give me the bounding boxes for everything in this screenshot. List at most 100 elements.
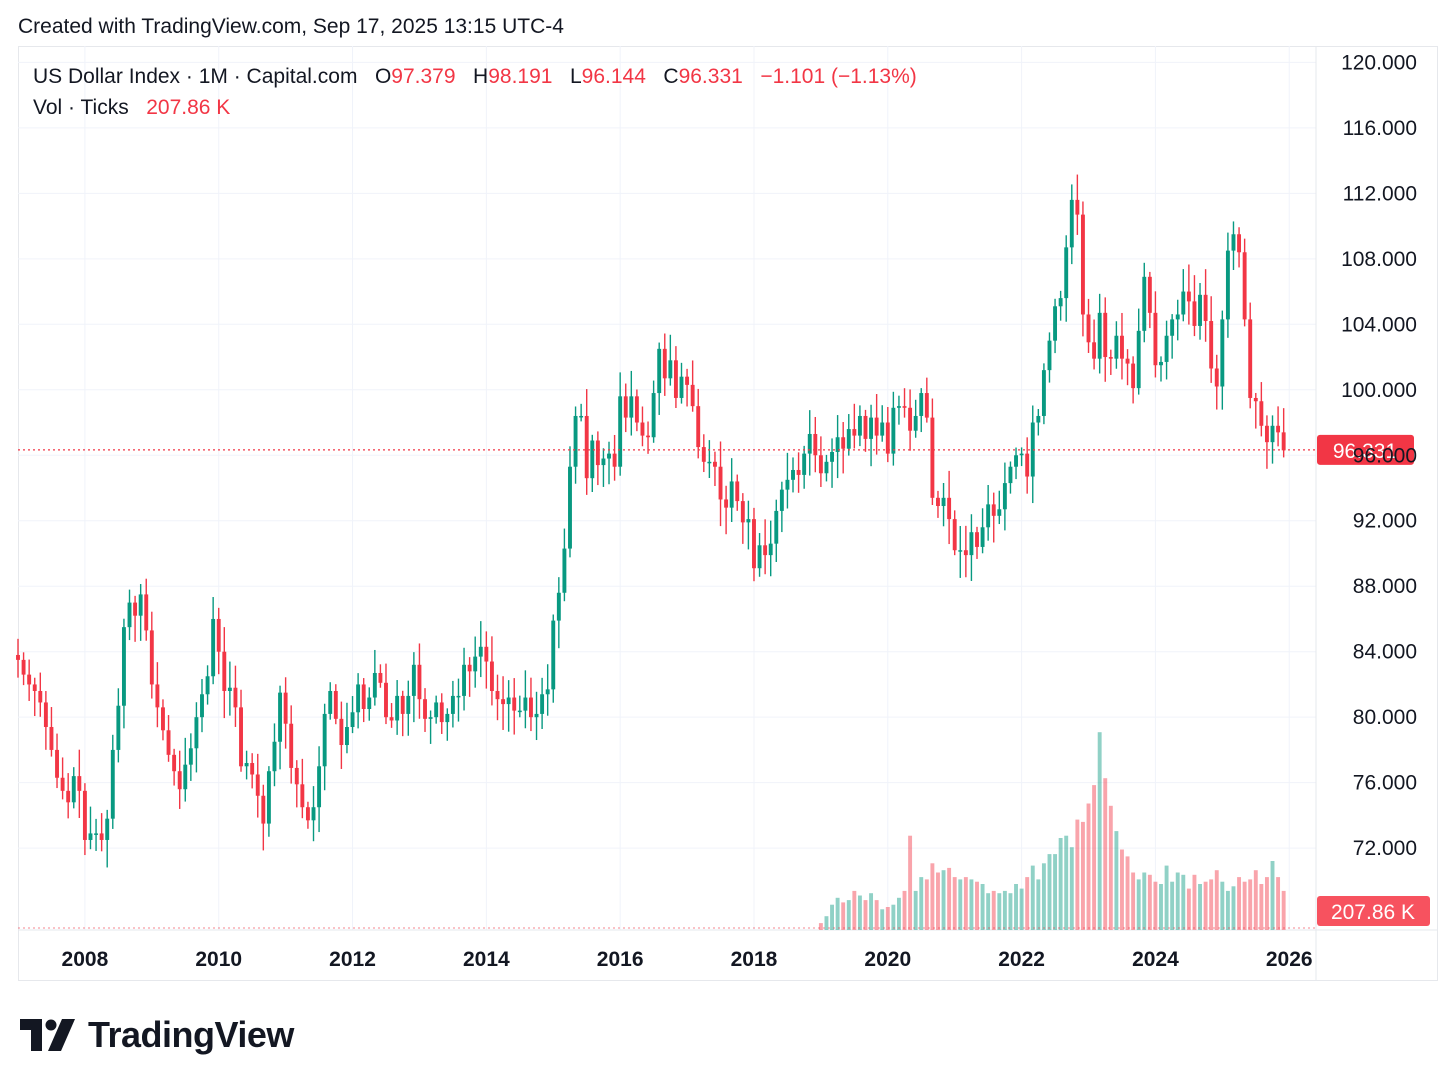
volume-bar xyxy=(818,923,823,930)
candle-body xyxy=(55,749,59,778)
candle-body xyxy=(1019,453,1024,456)
symbol-legend[interactable]: US Dollar Index · 1M · Capital.com O97.3… xyxy=(33,65,917,89)
candle-body xyxy=(1242,252,1247,320)
price-tick-label: 84.000 xyxy=(1353,641,1417,664)
volume-bar xyxy=(936,872,940,930)
tradingview-logo-icon xyxy=(20,1019,75,1051)
volume-bar xyxy=(1248,879,1253,930)
candle-body xyxy=(690,384,695,407)
price-axis[interactable]: 72.000 76.000 80.000 84.000 88.000 92.000 96.0… xyxy=(1341,51,1417,860)
volume-bar xyxy=(1175,872,1180,930)
low-label: L xyxy=(569,65,582,88)
volume-legend[interactable]: Vol · Ticks 207.86 K xyxy=(33,96,230,120)
candle-body xyxy=(1153,312,1158,366)
candle-body xyxy=(729,481,734,508)
volume-bar xyxy=(1131,872,1136,930)
candle-body xyxy=(562,548,567,593)
candle-body xyxy=(272,741,277,772)
candle-body xyxy=(1225,250,1230,320)
price-tick-label: 96.000 xyxy=(1353,444,1417,467)
price-tick-label: 76.000 xyxy=(1353,772,1417,795)
candle-body xyxy=(941,497,946,507)
candle-body xyxy=(1108,357,1113,359)
candle-body xyxy=(1036,415,1041,423)
candle-body xyxy=(835,437,840,452)
volume-bar xyxy=(947,867,952,930)
candle-body xyxy=(651,393,656,438)
volume-bar xyxy=(1181,874,1186,930)
candle-body xyxy=(657,348,662,394)
candle-body xyxy=(629,396,634,418)
tradingview-logo[interactable]: TradingView xyxy=(20,1014,294,1056)
candle-body xyxy=(311,807,316,821)
volume-bar xyxy=(1075,819,1080,930)
candle-body xyxy=(356,684,361,713)
time-tick-label: 2020 xyxy=(864,948,911,971)
volume-bar xyxy=(1220,881,1225,930)
candle-body xyxy=(924,393,929,418)
candle-body xyxy=(211,618,216,677)
candle-body xyxy=(484,646,489,662)
candle-body xyxy=(640,422,645,436)
candle-body xyxy=(701,447,706,462)
candle-body xyxy=(317,766,322,808)
candle-body xyxy=(216,618,221,652)
candle-body xyxy=(975,532,979,547)
volume-bar xyxy=(863,900,868,930)
last-volume-label: 207.86 K xyxy=(1331,901,1415,924)
candle-body xyxy=(1025,453,1030,477)
chart-frame xyxy=(18,46,1438,981)
candle-body xyxy=(685,376,690,385)
candle-body xyxy=(846,429,851,449)
candle-body xyxy=(244,763,249,767)
volume-bar xyxy=(885,907,890,930)
time-tick-label: 2008 xyxy=(62,948,109,971)
candle-body xyxy=(345,727,349,746)
volume-bar xyxy=(1231,886,1236,930)
candle-body xyxy=(947,497,952,520)
last-volume-badge xyxy=(1317,896,1430,926)
time-tick-label: 2026 xyxy=(1266,948,1313,971)
candle-body xyxy=(618,396,623,467)
change-value: −1.101 (−1.13%) xyxy=(760,65,917,88)
volume-bar xyxy=(1030,865,1035,930)
volume-bar xyxy=(824,916,829,930)
candle-body xyxy=(952,519,957,551)
volume-bar xyxy=(1209,879,1214,930)
candle-body xyxy=(1281,432,1286,451)
candle-body xyxy=(908,407,913,431)
tradingview-wordmark: TradingView xyxy=(88,1014,294,1055)
candle-body xyxy=(478,646,483,657)
candle-body xyxy=(646,435,650,438)
time-axis[interactable]: 2008 2010 2012 2014 2016 2018 2020 2022 2024 2026 xyxy=(62,948,1313,971)
price-chart[interactable]: 96.331 207.86 K 72.000 76.000 80.000 84.000 8… xyxy=(0,0,1456,1000)
volume-bar xyxy=(1080,821,1085,930)
candle-body xyxy=(1097,312,1102,359)
candle-body xyxy=(551,620,556,690)
candle-body xyxy=(1175,314,1180,320)
volume-bars xyxy=(818,732,1286,930)
price-tick-label: 112.000 xyxy=(1343,182,1417,205)
candle-body xyxy=(372,672,377,698)
candle-body xyxy=(1181,291,1186,315)
candle-body xyxy=(523,697,528,711)
volume-bar xyxy=(1086,803,1091,930)
volume-bar xyxy=(919,877,924,930)
candle-body xyxy=(138,594,143,616)
volume-bar xyxy=(1064,835,1069,930)
volume-bar xyxy=(1281,890,1286,930)
candle-body xyxy=(155,684,160,708)
candle-body xyxy=(450,695,455,714)
candle-body xyxy=(1114,335,1119,359)
volume-bar xyxy=(1120,849,1124,930)
candle-body xyxy=(1002,483,1007,510)
candle-body xyxy=(400,695,405,714)
volume-bar xyxy=(1270,861,1275,930)
volume-bar xyxy=(852,890,857,930)
volume-bar xyxy=(1225,890,1230,930)
candle-body xyxy=(38,690,43,703)
open-label: O xyxy=(374,65,392,88)
candle-body xyxy=(607,453,611,459)
candle-body xyxy=(16,654,20,660)
candle-body xyxy=(389,717,394,721)
